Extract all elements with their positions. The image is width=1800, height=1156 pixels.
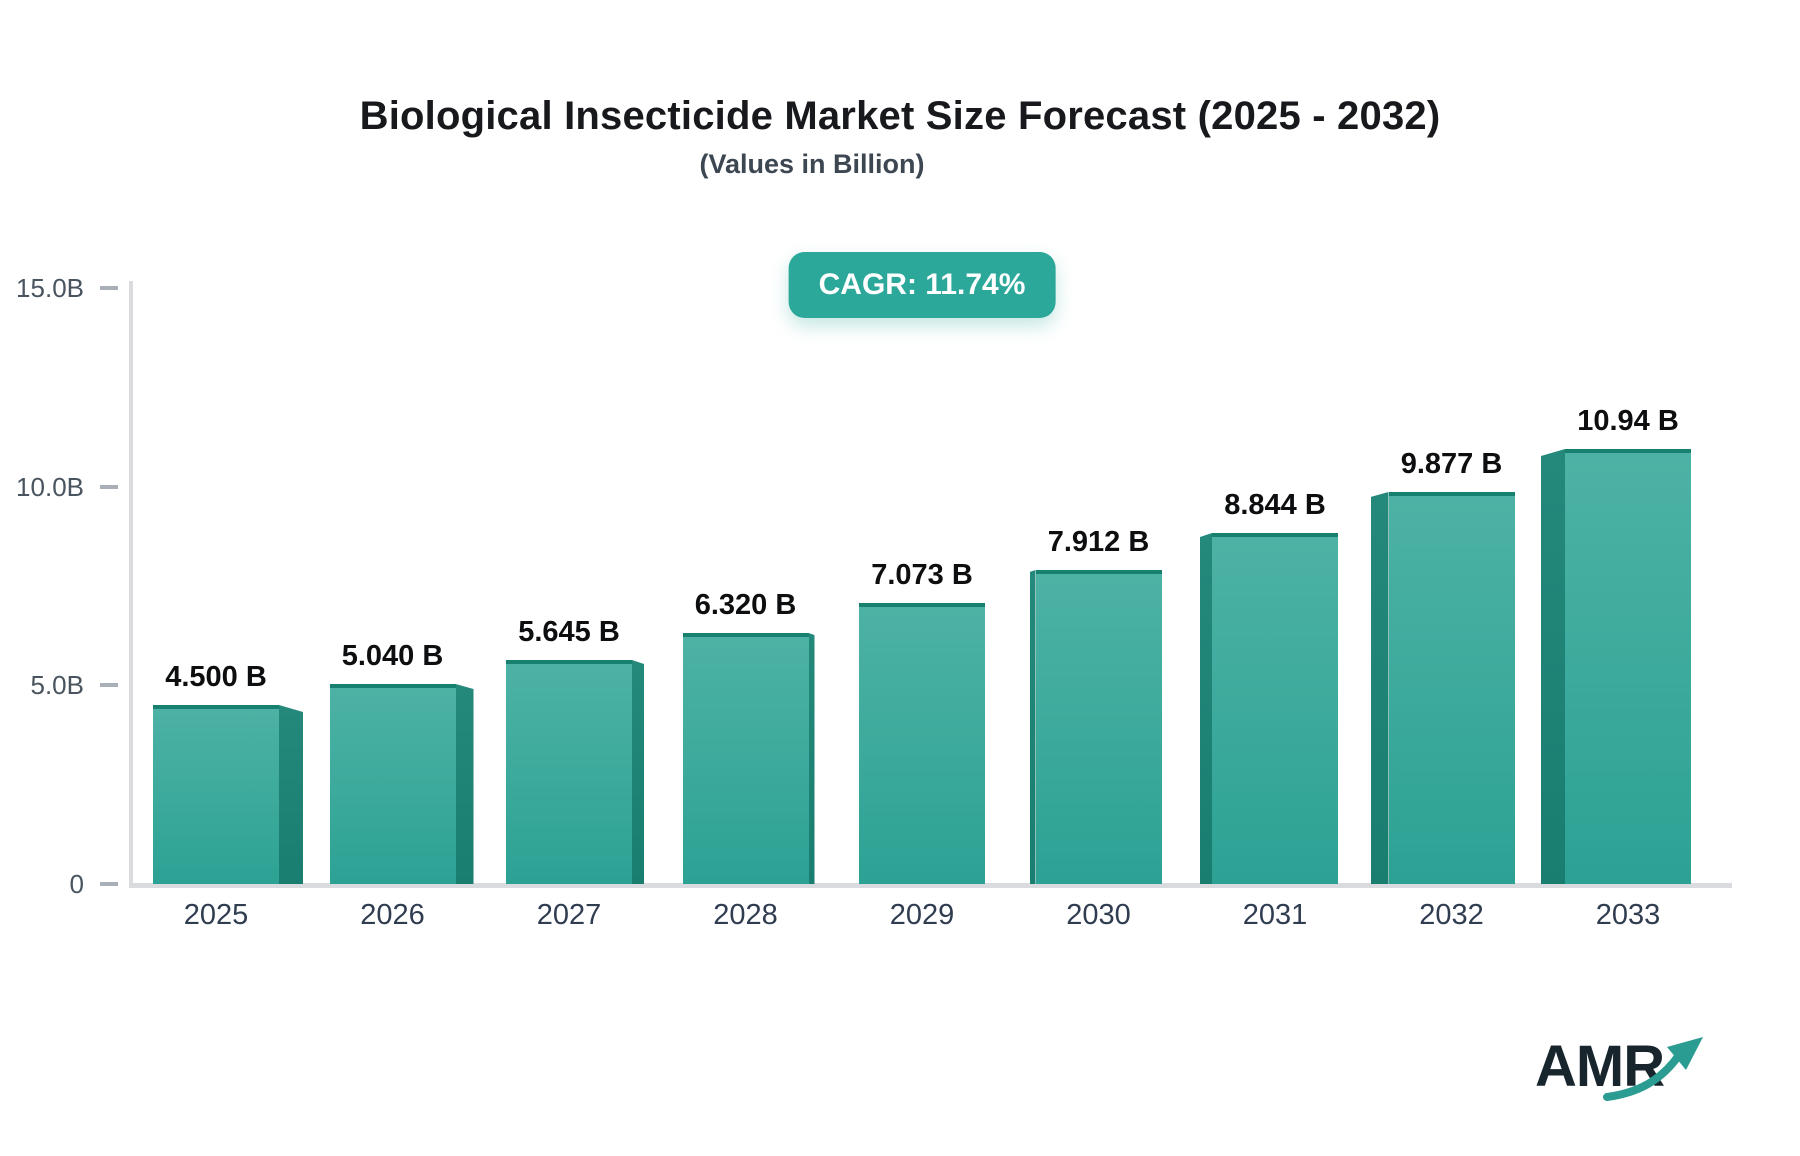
- amr-logo: AMR: [1535, 1033, 1715, 1113]
- bar-value-label-2033: 10.94 B: [1577, 405, 1679, 437]
- x-axis-label-2033: 2033: [1595, 899, 1661, 931]
- bar-2025: [153, 705, 279, 884]
- y-axis-tick: [100, 286, 118, 291]
- bar-side-panel-2027: [632, 660, 644, 884]
- x-axis-label-2027: 2027: [536, 899, 602, 931]
- bar-value-label-2026: 5.040 B: [341, 640, 444, 672]
- x-axis-label-2031: 2031: [1242, 899, 1308, 931]
- bar-2029: [859, 603, 985, 884]
- y-axis-tick: [100, 484, 118, 489]
- y-axis-label: 0: [69, 869, 84, 899]
- bar-side-panel-2032: [1370, 492, 1389, 884]
- x-axis-label-2026: 2026: [360, 899, 425, 931]
- x-axis-label-2032: 2032: [1419, 899, 1484, 931]
- bar-2030: [1035, 570, 1162, 884]
- bar-value-label-2030: 7.912 B: [1047, 526, 1150, 558]
- x-axis-label-2028: 2028: [713, 899, 778, 931]
- bar-side-panel-2031: [1200, 533, 1212, 884]
- bar-2032: [1388, 492, 1515, 884]
- chart-subtitle: (Values in Billion): [699, 149, 925, 179]
- bar-value-label-2027: 5.645 B: [518, 616, 620, 648]
- bar-side-panel-2026: [455, 684, 474, 884]
- x-axis-label-2029: 2029: [889, 899, 955, 931]
- y-axis-label: 5.0B: [30, 670, 85, 701]
- growth-arrow-icon: [1603, 1037, 1703, 1101]
- bar-2031: [1212, 533, 1338, 884]
- x-axis-label-2025: 2025: [183, 899, 249, 931]
- bar-side-panel-2028: [808, 633, 815, 884]
- y-axis-tick: [100, 683, 118, 688]
- x-axis-label-2030: 2030: [1066, 899, 1131, 931]
- y-axis-label: 15.0B: [16, 273, 84, 304]
- bar-side-panel-2030: [1029, 570, 1036, 884]
- bar-side-panel-2033: [1541, 449, 1565, 884]
- y-axis-tick: [100, 882, 118, 886]
- bar-side-panel-2025: [279, 705, 303, 884]
- x-axis-baseline: [129, 883, 1732, 888]
- bar-value-label-2032: 9.877 B: [1400, 448, 1503, 480]
- bar-2028: [682, 633, 809, 884]
- bar-2033: [1565, 449, 1691, 884]
- bar-2027: [506, 660, 632, 884]
- bar-value-label-2028: 6.320 B: [694, 589, 797, 621]
- bar-2026: [329, 684, 456, 884]
- cagr-badge: CAGR: 11.74%: [788, 252, 1056, 318]
- bar-value-label-2025: 4.500 B: [165, 661, 267, 693]
- y-axis-line: [129, 281, 133, 888]
- chart-title: Biological Insecticide Market Size Forec…: [359, 94, 1441, 138]
- bar-value-label-2031: 8.844 B: [1224, 489, 1326, 521]
- bar-value-label-2029: 7.073 B: [871, 559, 973, 591]
- y-axis-label: 10.0B: [16, 471, 84, 502]
